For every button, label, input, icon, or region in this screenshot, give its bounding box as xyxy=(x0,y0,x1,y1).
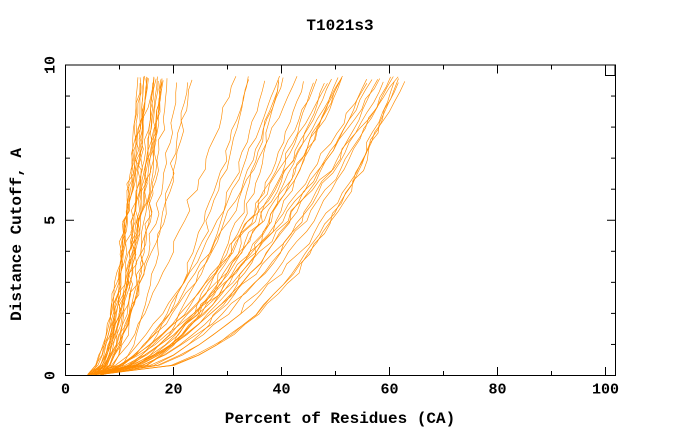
svg-text:80: 80 xyxy=(488,382,506,399)
svg-text:5: 5 xyxy=(43,216,60,225)
svg-text:0: 0 xyxy=(43,371,60,380)
svg-text:100: 100 xyxy=(592,382,619,399)
svg-text:0: 0 xyxy=(61,382,70,399)
svg-text:60: 60 xyxy=(380,382,398,399)
svg-text:20: 20 xyxy=(164,382,182,399)
svg-text:40: 40 xyxy=(272,382,290,399)
svg-text:10: 10 xyxy=(43,56,60,74)
